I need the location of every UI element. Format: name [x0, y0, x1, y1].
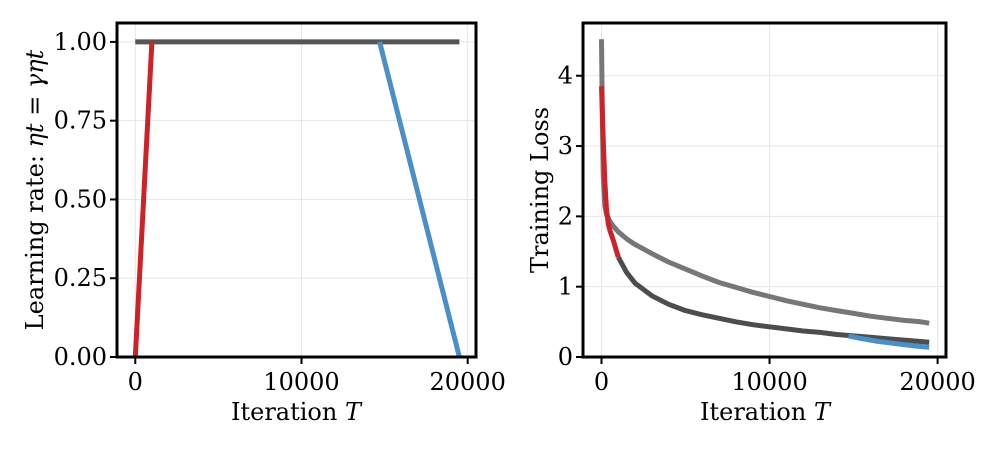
right-series	[599, 39, 930, 350]
learning-rate-panel: 0 10000 20000 0.00 0.25 0.50 0.75 1.00 Iteratio…	[21, 21, 506, 426]
right-grid	[583, 23, 946, 358]
left-y-tick-label: 0.50	[54, 185, 107, 213]
left-grid	[117, 23, 476, 358]
right-x-tick-label: 20000	[899, 368, 975, 396]
left-series-warmup-line	[132, 41, 155, 358]
right-series-no-warmup-loss-line	[599, 39, 930, 326]
left-x-axis-label: Iteration T	[231, 398, 363, 426]
left-ticks: 0 10000 20000 0.00 0.25 0.50 0.75 1.00	[54, 28, 506, 396]
left-x-tick-label: 20000	[430, 368, 506, 396]
right-series-warmup-line	[599, 86, 621, 258]
right-y-tick-label: 2	[558, 202, 573, 230]
right-y-axis-label: Training Loss	[526, 107, 554, 273]
training-loss-panel: 0 10000 20000 0 1 2 3 4 Iteration T Training Lo…	[526, 21, 976, 426]
left-y-axis-label: Learning rate: ηt = γηt	[21, 49, 49, 330]
left-x-tick-label: 0	[128, 368, 143, 396]
right-series-main-loss-line	[616, 256, 930, 345]
right-y-tick-label: 4	[558, 62, 573, 90]
right-x-tick-label: 0	[594, 368, 609, 396]
left-x-tick-label: 10000	[263, 368, 339, 396]
left-y-tick-label: 0.75	[54, 107, 107, 135]
right-axes-frame	[581, 21, 948, 359]
right-ticks: 0 10000 20000 0 1 2 3 4	[558, 62, 976, 396]
left-axes-frame	[115, 21, 478, 359]
left-series-cooldown-line	[377, 41, 462, 358]
right-x-axis-label: Iteration T	[700, 398, 832, 426]
right-y-tick-label: 1	[558, 273, 573, 301]
right-x-tick-label: 10000	[731, 368, 807, 396]
left-y-tick-label: 0.00	[54, 343, 107, 371]
left-y-tick-label: 0.25	[54, 264, 107, 292]
right-y-tick-label: 0	[558, 343, 573, 371]
right-series-cooldown-line	[847, 333, 930, 350]
left-y-tick-label: 1.00	[54, 28, 107, 56]
left-series	[132, 39, 462, 358]
right-y-tick-label: 3	[558, 132, 573, 160]
